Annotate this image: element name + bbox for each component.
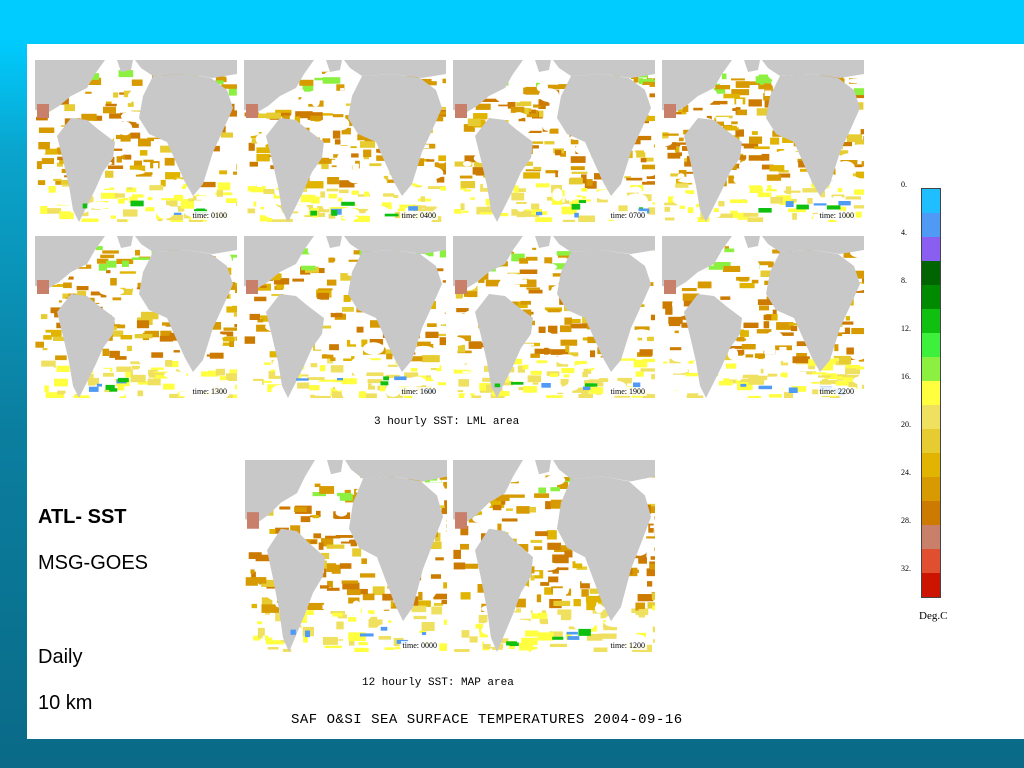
legend-swatch	[922, 309, 940, 333]
sst-map-image	[662, 60, 864, 222]
legend-swatch	[922, 405, 940, 429]
map-time-label: time: 1200	[608, 641, 647, 650]
legend-tick-label: 24.	[901, 468, 911, 477]
product-period: Daily	[38, 646, 83, 668]
sst-map-3h-6: time: 1600	[244, 236, 446, 398]
legend-swatch	[922, 357, 940, 381]
sst-map-12h-1: time: 0000	[245, 460, 447, 652]
sst-map-image	[35, 60, 237, 222]
legend-tick-label: 28.	[901, 516, 911, 525]
sst-map-image	[245, 460, 447, 652]
legend-tick-label: 32.	[901, 564, 911, 573]
sst-map-3h-7: time: 1900	[453, 236, 655, 398]
sst-map-3h-5: time: 1300	[35, 236, 237, 398]
sst-map-3h-4: time: 1000	[662, 60, 864, 222]
sst-map-image	[453, 60, 655, 222]
legend-tick-label: 8.	[901, 276, 907, 285]
product-subtitle: MSG-GOES	[38, 552, 149, 574]
legend-swatch	[922, 237, 940, 261]
sst-map-image	[244, 60, 446, 222]
sst-map-3h-1: time: 0100	[35, 60, 237, 222]
map-time-label: time: 0400	[399, 211, 438, 220]
legend-swatch	[922, 573, 940, 597]
sst-map-image	[35, 236, 237, 398]
legend-swatch	[922, 501, 940, 525]
sst-map-3h-3: time: 0700	[453, 60, 655, 222]
caption-3-hourly: 3 hourly SST: LML area	[374, 416, 520, 428]
sst-map-image	[453, 460, 655, 652]
legend-tick-label: 16.	[901, 372, 911, 381]
map-time-label: time: 1600	[399, 387, 438, 396]
legend-swatch	[922, 453, 940, 477]
legend-tick-label: 12.	[901, 324, 911, 333]
slide-canvas: time: 0100 time: 0400 time: 0700 time: 1…	[27, 44, 1024, 739]
legend-swatch	[922, 333, 940, 357]
temperature-legend: 0. 4. 8. 12. 16. 20. 24. 28. 32. Deg.C	[893, 180, 973, 630]
legend-tick-label: 20.	[901, 420, 911, 429]
map-time-label: time: 1900	[608, 387, 647, 396]
legend-unit: Deg.C	[919, 610, 948, 622]
map-time-label: time: 1300	[190, 387, 229, 396]
map-time-label: time: 2200	[817, 387, 856, 396]
product-resolution: 10 km	[38, 692, 93, 714]
legend-swatch	[922, 429, 940, 453]
map-time-label: time: 0100	[190, 211, 229, 220]
sst-map-image	[244, 236, 446, 398]
map-time-label: time: 1000	[817, 211, 856, 220]
main-title: SAF O&SI SEA SURFACE TEMPERATURES 2004-0…	[291, 712, 683, 728]
legend-tick-label: 0.	[901, 180, 907, 189]
legend-tick-label: 4.	[901, 228, 907, 237]
map-time-label: time: 0000	[400, 641, 439, 650]
legend-swatch	[922, 213, 940, 237]
map-time-label: time: 0700	[608, 211, 647, 220]
caption-12-hourly: 12 hourly SST: MAP area	[362, 677, 514, 689]
sst-map-12h-2: time: 1200	[453, 460, 655, 652]
legend-swatch	[922, 381, 940, 405]
sst-map-image	[662, 236, 864, 398]
legend-swatch	[922, 549, 940, 573]
sst-map-image	[453, 236, 655, 398]
legend-swatch	[922, 525, 940, 549]
legend-swatch	[922, 285, 940, 309]
legend-color-bar	[921, 188, 941, 598]
legend-swatch	[922, 189, 940, 213]
legend-swatch	[922, 261, 940, 285]
sst-map-3h-2: time: 0400	[244, 60, 446, 222]
product-title: ATL- SST	[38, 506, 127, 528]
sst-map-3h-8: time: 2200	[662, 236, 864, 398]
legend-swatch	[922, 477, 940, 501]
